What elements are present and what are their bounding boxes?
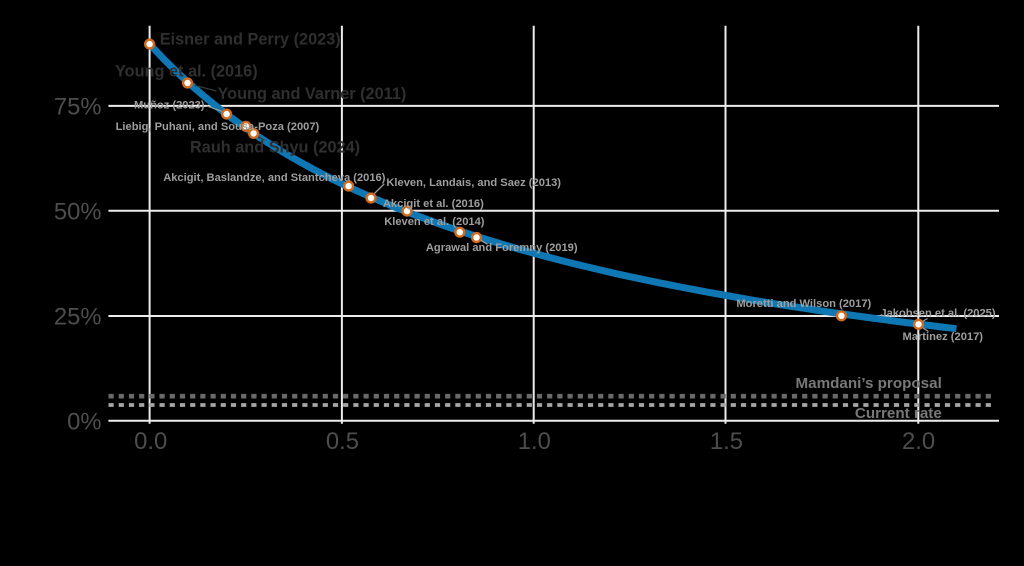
svg-text:25%: 25% bbox=[54, 304, 102, 331]
svg-text:2.0: 2.0 bbox=[902, 428, 935, 455]
svg-text:1.5: 1.5 bbox=[710, 428, 743, 455]
svg-text:Liebig, Puhani, and Sousa-Poza: Liebig, Puhani, and Sousa-Poza (2007) bbox=[116, 121, 320, 133]
svg-text:Jakobsen et al. (2025): Jakobsen et al. (2025) bbox=[880, 308, 995, 320]
svg-text:1.0: 1.0 bbox=[518, 428, 551, 455]
svg-text:50%: 50% bbox=[54, 198, 102, 225]
svg-text:Eisner and Perry (2023): Eisner and Perry (2023) bbox=[160, 30, 341, 48]
svg-text:Rauh and Shyu (2024): Rauh and Shyu (2024) bbox=[190, 139, 360, 157]
svg-text:0.0: 0.0 bbox=[134, 428, 167, 455]
svg-text:Akcigit et al. (2016): Akcigit et al. (2016) bbox=[383, 198, 484, 210]
svg-text:Kleven, Landais, and Saez (201: Kleven, Landais, and Saez (2013) bbox=[386, 177, 561, 189]
svg-text:Martinez (2017): Martinez (2017) bbox=[903, 331, 984, 343]
svg-text:Current rate: Current rate bbox=[855, 405, 942, 422]
svg-text:Young and Varner (2011): Young and Varner (2011) bbox=[218, 85, 407, 103]
svg-text:0%: 0% bbox=[67, 408, 101, 435]
svg-text:Akcigit, Baslandze, and Stantc: Akcigit, Baslandze, and Stantcheva (2016… bbox=[163, 172, 386, 184]
svg-text:Agrawal and Foremny (2019): Agrawal and Foremny (2019) bbox=[426, 242, 578, 254]
svg-text:75%: 75% bbox=[54, 94, 102, 121]
svg-text:Muñoz (2023): Muñoz (2023) bbox=[134, 100, 205, 112]
svg-text:Kleven et al. (2014): Kleven et al. (2014) bbox=[384, 216, 485, 228]
svg-text:Mamdani’s proposal: Mamdani’s proposal bbox=[796, 375, 942, 392]
svg-text:Young et al. (2016): Young et al. (2016) bbox=[115, 63, 258, 81]
svg-text:Moretti and Wilson (2017): Moretti and Wilson (2017) bbox=[736, 298, 871, 310]
svg-text:0.5: 0.5 bbox=[326, 428, 359, 455]
